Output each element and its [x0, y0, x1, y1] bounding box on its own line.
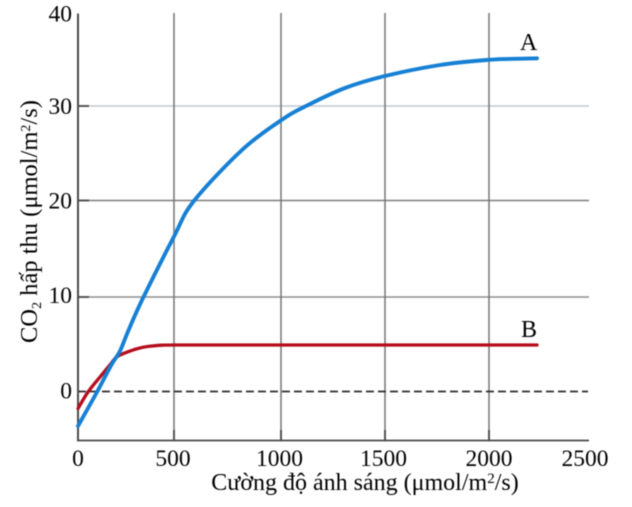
- svg-text:A: A: [520, 30, 538, 56]
- svg-text:40: 40: [49, 1, 73, 27]
- svg-text:CO2 hấp thu (μmol/m2/s): CO2 hấp thu (μmol/m2/s): [16, 100, 45, 343]
- svg-text:1500: 1500: [360, 446, 407, 472]
- svg-text:2000: 2000: [466, 446, 513, 472]
- svg-text:10: 10: [49, 283, 73, 309]
- svg-text:30: 30: [49, 94, 73, 120]
- svg-text:500: 500: [155, 446, 190, 472]
- svg-text:0: 0: [72, 446, 84, 472]
- svg-text:20: 20: [49, 188, 73, 214]
- svg-text:B: B: [521, 317, 537, 343]
- svg-text:2500: 2500: [562, 446, 609, 472]
- svg-text:1000: 1000: [256, 446, 303, 472]
- svg-text:0: 0: [60, 378, 72, 404]
- svg-text:Cường độ ánh sáng (μmol/m2/s): Cường độ ánh sáng (μmol/m2/s): [211, 470, 518, 496]
